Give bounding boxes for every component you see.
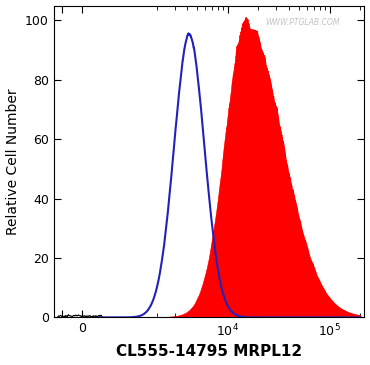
Text: WWW.PTGLAB.COM: WWW.PTGLAB.COM	[265, 18, 340, 27]
X-axis label: CL555-14795 MRPL12: CL555-14795 MRPL12	[116, 345, 302, 360]
Y-axis label: Relative Cell Number: Relative Cell Number	[6, 88, 20, 235]
